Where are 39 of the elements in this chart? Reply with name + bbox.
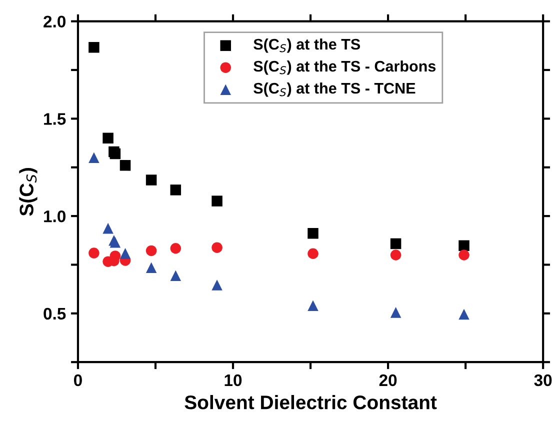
point — [102, 222, 114, 234]
point — [458, 308, 470, 320]
point — [88, 152, 100, 163]
point — [102, 132, 114, 144]
point — [110, 250, 121, 262]
x-tick-label: 10 — [224, 374, 242, 386]
legend-label: S(C$_{S}$) at the TS - TCNE — [254, 82, 416, 97]
point — [146, 262, 157, 274]
point — [308, 300, 318, 312]
point — [146, 245, 157, 256]
x-tick-label: 20 — [379, 374, 397, 386]
legend-label: S(C$_{S}$) at the TS - Carbons — [254, 60, 436, 75]
x-tick-label: 30 — [534, 374, 552, 386]
point — [212, 280, 222, 290]
x-tick-label: 0 — [74, 374, 82, 386]
point — [390, 307, 402, 318]
point — [308, 248, 318, 260]
y-tick-label: 1.5 — [44, 113, 66, 125]
point — [212, 242, 222, 253]
y-tick-label: 2.0 — [44, 16, 66, 28]
y-tick-label: 1.0 — [44, 210, 66, 222]
point — [390, 238, 402, 250]
y-axis-title: S(C$_{S}$) — [19, 168, 38, 216]
point — [120, 160, 131, 171]
legend-label: S(C$_{S}$) at the TS — [254, 38, 360, 53]
point — [170, 184, 182, 196]
point — [212, 196, 222, 206]
y-tick-label: 0.5 — [44, 308, 66, 320]
point — [390, 250, 402, 260]
point — [458, 240, 470, 252]
point — [458, 250, 470, 260]
point — [146, 174, 157, 186]
x-axis-title: Solvent Dielectric Constant — [184, 395, 437, 410]
point — [120, 248, 131, 259]
point — [170, 270, 182, 282]
point — [308, 228, 318, 239]
point — [88, 42, 100, 53]
point — [88, 248, 100, 258]
point — [170, 242, 182, 254]
